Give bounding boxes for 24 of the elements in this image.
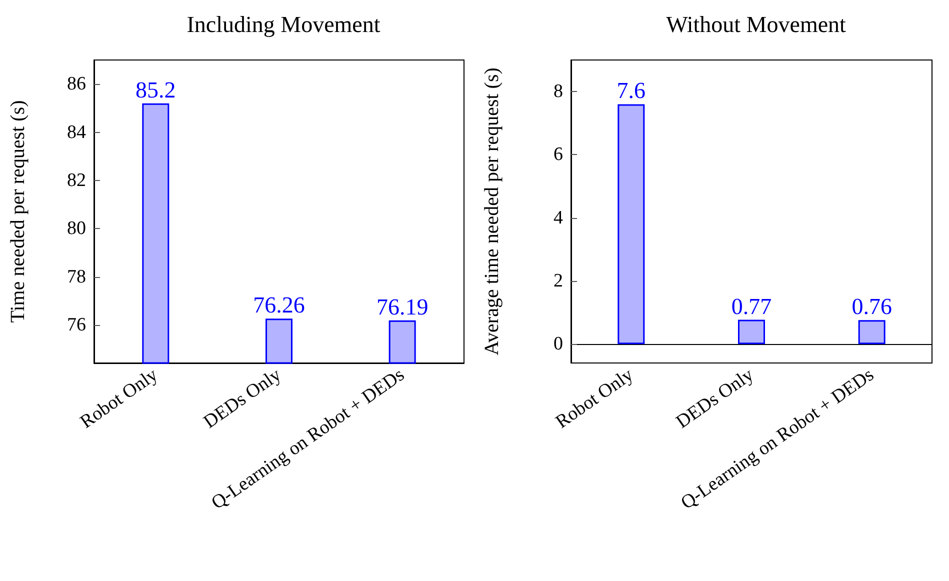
data-label: 76.26 (253, 292, 305, 318)
y-tick-label: 82 (67, 170, 86, 191)
chart-title: Including Movement (186, 12, 381, 37)
chart-title: Without Movement (666, 12, 847, 37)
y-axis-title: Average time needed per request (s) (481, 68, 503, 356)
y-tick-label: 76 (67, 314, 86, 336)
y-tick-label: 0 (554, 334, 563, 355)
y-tick-label: 80 (67, 218, 86, 240)
y-tick-label: 84 (67, 122, 86, 143)
y-tick-label: 4 (554, 207, 564, 228)
y-tick-label: 2 (554, 270, 563, 292)
y-tick-label: 8 (554, 81, 563, 102)
data-label: 7.6 (616, 78, 646, 104)
bar (618, 104, 645, 344)
bar (858, 320, 886, 344)
y-tick-label: 78 (67, 266, 86, 288)
data-label: 76.19 (376, 294, 428, 320)
data-label: 0.77 (731, 294, 772, 319)
data-label: 85.2 (136, 77, 176, 102)
y-tick-label: 6 (554, 144, 563, 166)
y-axis-title: Time needed per request (s) (7, 100, 29, 323)
data-label: 0.76 (852, 294, 892, 320)
y-tick-label: 86 (67, 74, 86, 95)
bar (738, 320, 765, 344)
